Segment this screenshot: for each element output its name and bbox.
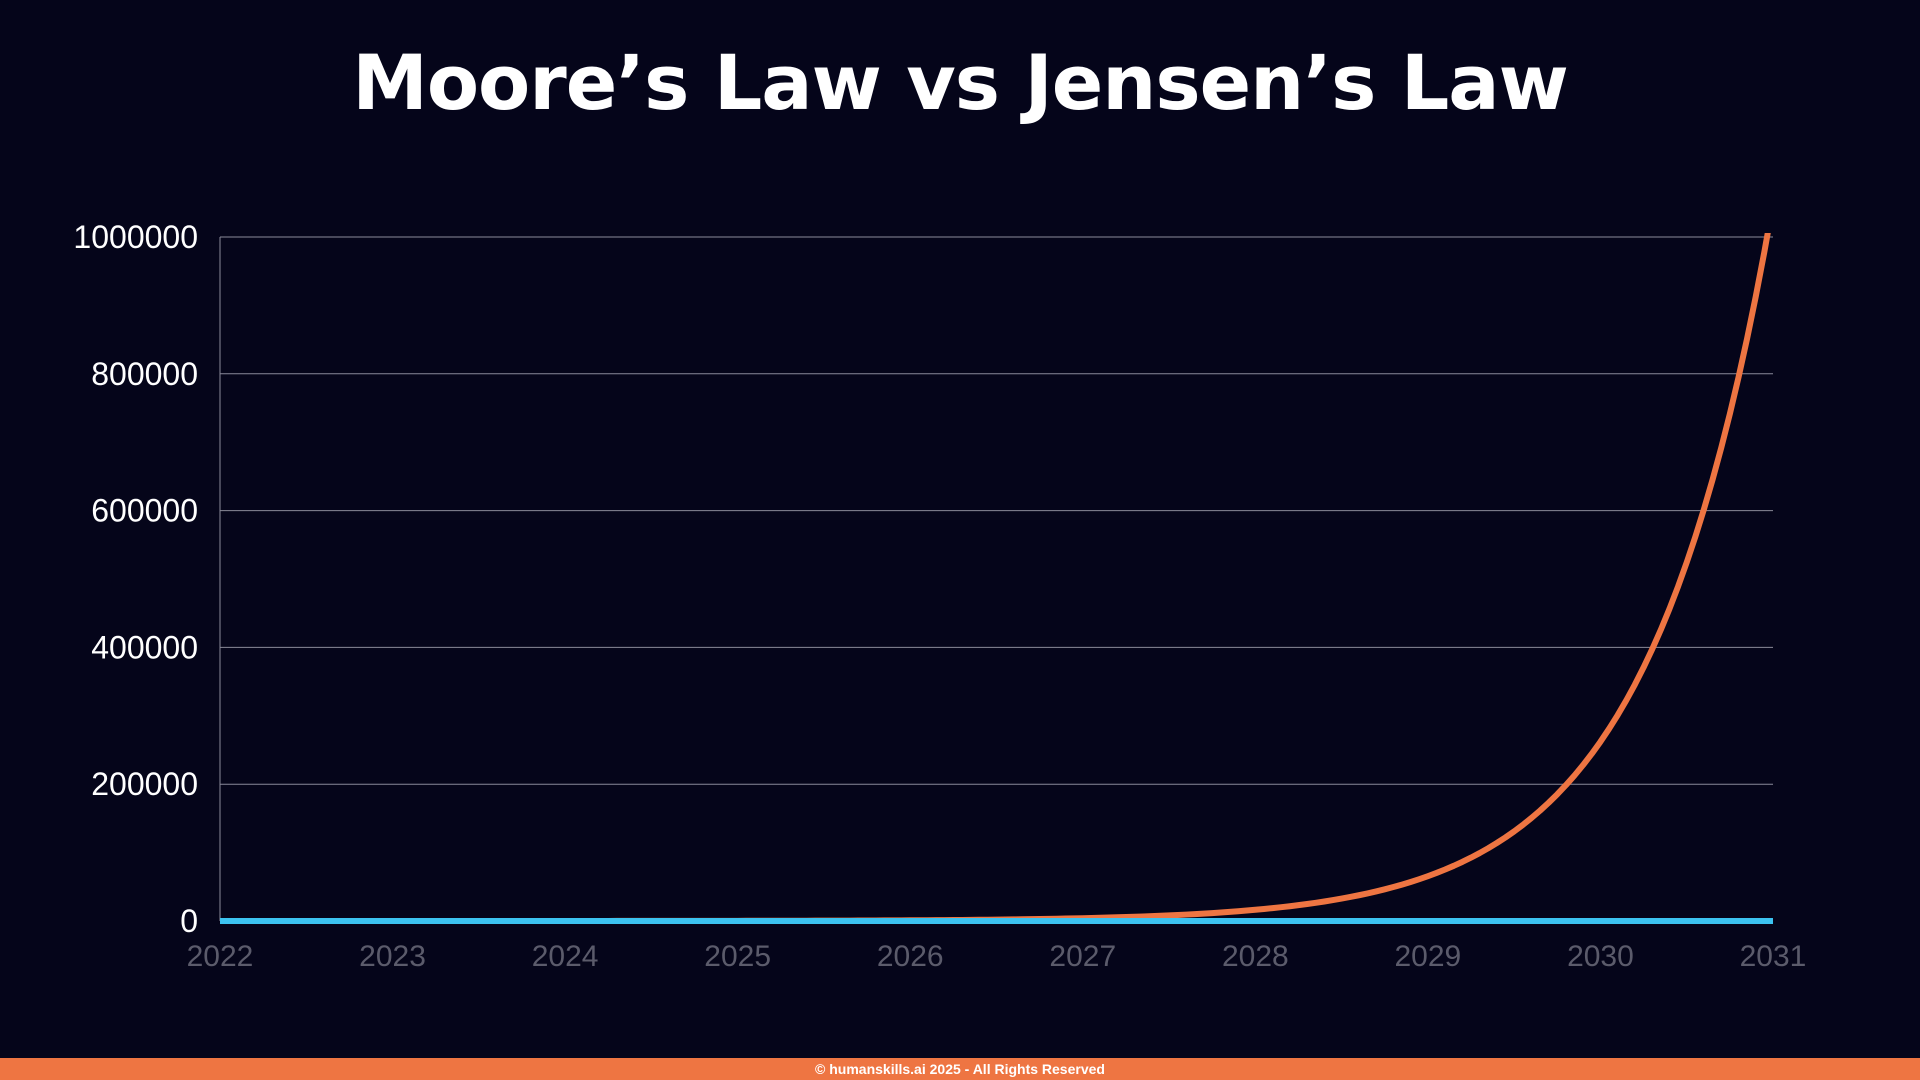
footer-copyright: © humanskills.ai 2025 - All Rights Reser… [0, 1058, 1920, 1080]
y-tick-label: 400000 [91, 629, 198, 665]
x-tick-label: 2025 [704, 940, 771, 973]
x-tick-label: 2028 [1222, 940, 1289, 973]
chart-title: Moore’s Law vs Jensen’s Law [352, 38, 1569, 127]
x-tick-label: 2031 [1740, 940, 1807, 973]
x-axis-ticks: 2022 2023 2024 2025 2026 2027 2028 2029 2030 2031 [187, 940, 1807, 973]
x-tick-label: 2024 [532, 940, 599, 973]
y-axis-ticks: 0 200000 400000 600000 800000 1000000 [73, 219, 198, 939]
x-tick-label: 2022 [187, 940, 254, 973]
x-tick-label: 2023 [359, 940, 426, 973]
series-line-orange [220, 233, 1771, 924]
x-tick-label: 2030 [1567, 940, 1634, 973]
y-tick-label: 0 [180, 903, 198, 939]
y-tick-label: 200000 [91, 766, 198, 802]
series-lines [220, 233, 1773, 924]
x-tick-label: 2027 [1049, 940, 1116, 973]
grid-lines [219, 236, 1773, 922]
x-tick-label: 2026 [877, 940, 944, 973]
y-tick-label: 1000000 [73, 219, 198, 255]
y-tick-label: 800000 [91, 356, 198, 392]
x-tick-label: 2029 [1395, 940, 1462, 973]
y-tick-label: 600000 [91, 493, 198, 529]
